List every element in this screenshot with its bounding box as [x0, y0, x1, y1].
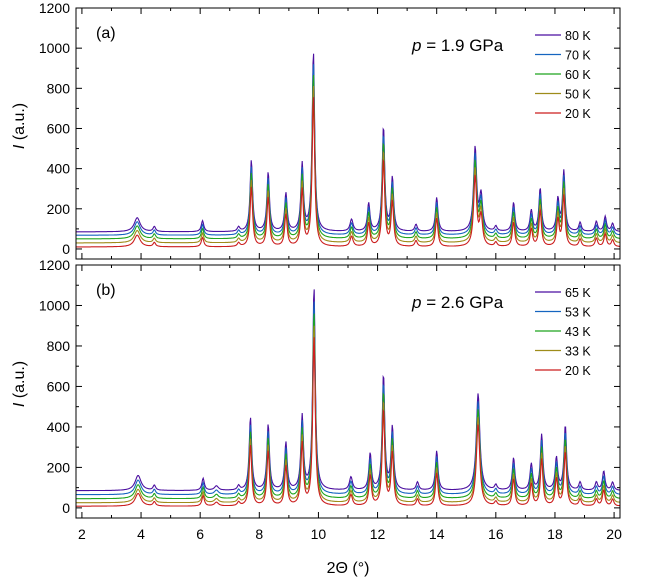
x-tick-label: 8	[255, 526, 263, 542]
series-line-70k	[76, 64, 620, 236]
x-tick-label: 2	[78, 526, 86, 542]
legend-label: 65 K	[565, 286, 591, 300]
pressure-annotation: p = 1.9 GPa	[411, 36, 504, 55]
y-ticks: 0 200 400 600 800 1000 1200	[39, 257, 620, 516]
panel-a: 0 200 400 600 800 1000 1200 (a) p = 1.9 GPa 80 K 7…	[39, 0, 621, 260]
series-line-20k	[76, 337, 620, 507]
y-tick-label: 200	[47, 201, 71, 217]
legend-label: 53 K	[565, 306, 591, 320]
y-axis-label-top: I (a.u.)	[11, 103, 28, 149]
y-tick-label: 800	[47, 80, 71, 96]
y-tick-label: 1200	[39, 0, 70, 16]
legend: 80 K 70 K 60 K 50 K 20 K	[535, 29, 591, 121]
legend-label: 43 K	[565, 325, 591, 339]
series-curves	[76, 289, 620, 507]
x-ticks	[81, 8, 615, 259]
panel-label: (a)	[96, 25, 116, 42]
x-tick-label: 20	[606, 526, 622, 542]
series-line-20k	[76, 97, 620, 248]
legend-label: 20 K	[565, 364, 591, 378]
y-tick-label: 200	[47, 459, 71, 475]
pressure-value: = 2.6 GPa	[421, 293, 503, 312]
series-line-80k	[76, 53, 620, 233]
y-ticks: 0 200 400 600 800 1000 1200	[39, 0, 620, 257]
x-tick-label: 14	[429, 526, 445, 542]
y-tick-label: 800	[47, 338, 71, 354]
y-tick-label: 0	[62, 241, 70, 257]
y-tick-label: 0	[62, 500, 70, 516]
y-axis-label-bottom: I (a.u.)	[11, 361, 28, 407]
series-line-33k	[76, 325, 620, 504]
y-tick-label: 400	[47, 419, 71, 435]
x-tick-label: 4	[137, 526, 145, 542]
y-tick-label: 1000	[39, 297, 70, 313]
series-line-53k	[76, 301, 620, 496]
legend-label: 70 K	[565, 49, 591, 63]
x-tick-label: 10	[311, 526, 327, 542]
pressure-value: = 1.9 GPa	[421, 36, 503, 55]
pressure-variable: p	[411, 36, 421, 55]
x-ticks: 2 4 6 8 10 12 14 16 18 20	[78, 265, 622, 542]
series-line-43k	[76, 313, 620, 500]
legend: 65 K 53 K 43 K 33 K 20 K	[535, 286, 591, 378]
panel-label: (b)	[96, 282, 116, 299]
y-tick-label: 400	[47, 161, 71, 177]
x-tick-label: 12	[370, 526, 386, 542]
series-line-50k	[76, 86, 620, 244]
x-tick-label: 6	[196, 526, 204, 542]
legend-label: 60 K	[565, 68, 591, 82]
legend-label: 80 K	[565, 29, 591, 43]
panel-b: 2 4 6 8 10 12 14 16 18 20020040060080010001200(b)…	[39, 257, 622, 542]
pressure-variable: p	[411, 293, 421, 312]
legend-label: 50 K	[565, 88, 591, 102]
x-tick-label: 16	[488, 526, 504, 542]
pressure-annotation: p = 2.6 GPa	[411, 293, 504, 312]
legend-label: 33 K	[565, 345, 591, 359]
series-curves	[76, 53, 620, 248]
x-tick-label: 18	[547, 526, 563, 542]
y-tick-label: 600	[47, 378, 71, 394]
series-line-60k	[76, 74, 620, 240]
y-tick-label: 600	[47, 120, 71, 136]
series-line-65k	[76, 289, 620, 492]
legend-label: 20 K	[565, 107, 591, 121]
x-axis-label: 2Θ (°)	[327, 560, 370, 577]
y-tick-label: 1000	[39, 40, 70, 56]
y-tick-label: 1200	[39, 257, 70, 273]
